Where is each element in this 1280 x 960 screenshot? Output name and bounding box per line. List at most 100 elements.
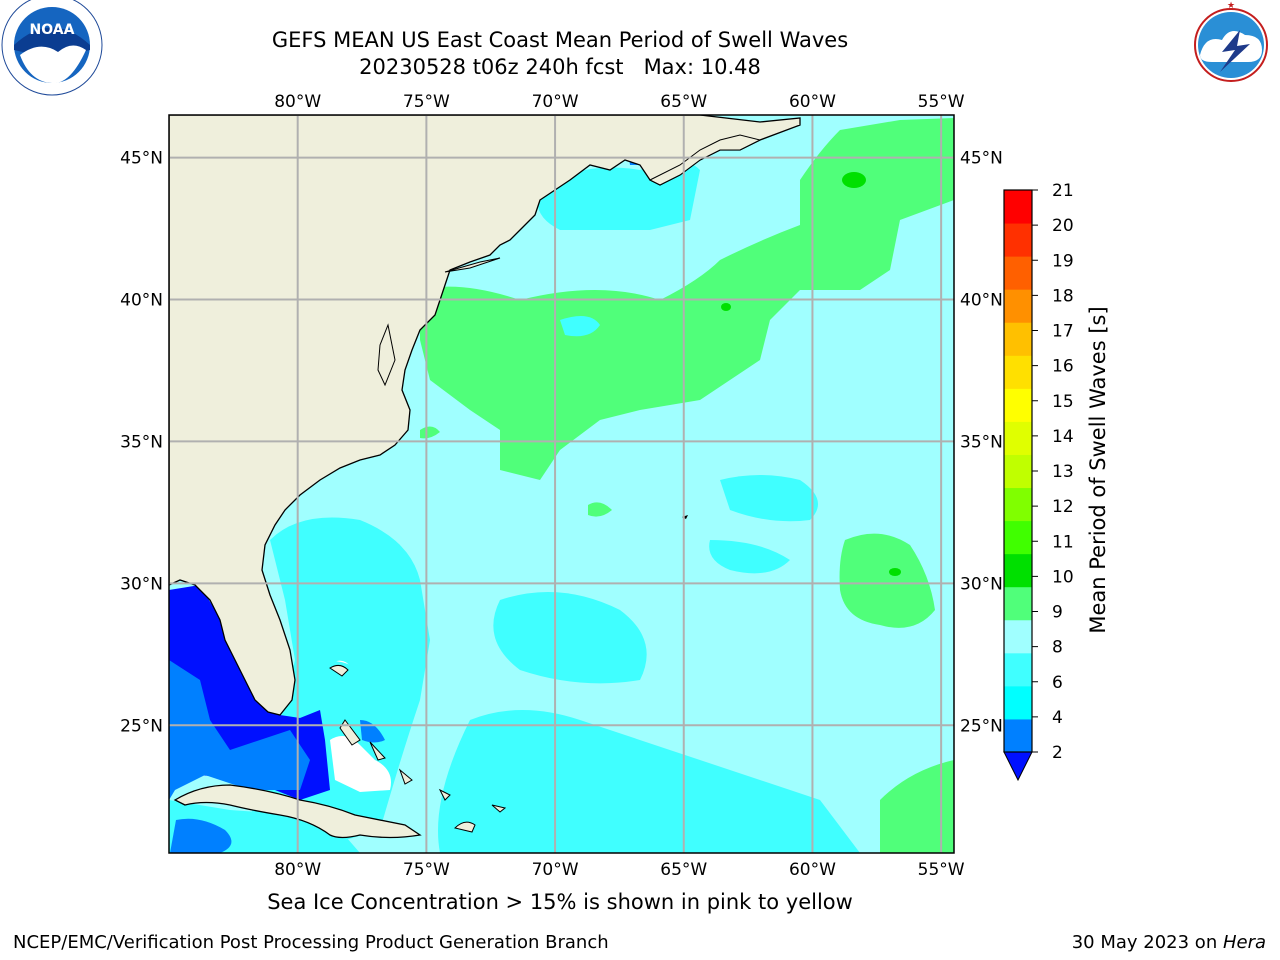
noaa-logo-text: NOAA xyxy=(30,22,75,38)
colorbar-tick-label: 14 xyxy=(1052,427,1074,447)
lon-label-bottom: 75°W xyxy=(403,860,450,880)
bahamas-island xyxy=(369,741,386,761)
colorbar: 2 4 6 8 9 10 11 12 13 14 15 16 17 18 19 20 21 xyxy=(1003,181,1074,782)
lat-label-left: 30°N xyxy=(120,574,163,594)
turks-island xyxy=(491,804,507,813)
colorbar-swatch xyxy=(1004,421,1032,455)
swell-patch-4s xyxy=(170,818,232,853)
colorbar-extend-triangle xyxy=(1003,751,1033,782)
lon-label-bottom: 55°W xyxy=(918,860,965,880)
map-plot-area xyxy=(169,115,954,853)
colorbar-tick-label: 12 xyxy=(1052,497,1074,517)
swell-patch-8s xyxy=(709,540,790,574)
colorbar-swatch xyxy=(1004,487,1032,522)
nova-scotia-land xyxy=(648,134,762,186)
footer-host: Hera xyxy=(1222,932,1266,953)
swell-patch-8s xyxy=(720,475,818,522)
colorbar-swatch xyxy=(1004,520,1032,555)
colorbar-tick-label: 9 xyxy=(1052,603,1063,623)
lat-label-right: 25°N xyxy=(960,716,1003,736)
map-grid xyxy=(169,115,954,853)
swell-patch-10s xyxy=(842,172,866,188)
swell-patch-9s xyxy=(588,502,612,517)
colorbar-swatch xyxy=(1004,355,1032,389)
swell-patch-10s xyxy=(721,303,731,311)
footer-credit: NCEP/EMC/Verification Post Processing Pr… xyxy=(13,932,609,953)
lon-label-top: 65°W xyxy=(660,92,707,112)
colorbar-tick-label: 16 xyxy=(1052,357,1074,377)
lon-label-bottom: 60°W xyxy=(789,860,836,880)
footer-date: 30 May 2023 on Hera xyxy=(1072,932,1266,953)
chesapeake-bay xyxy=(377,323,396,387)
lat-label-left: 45°N xyxy=(120,149,163,169)
nws-logo: ★ xyxy=(1181,0,1280,95)
swell-patch-4s xyxy=(318,661,370,700)
long-island-land xyxy=(444,257,501,273)
colorbar-swatch xyxy=(1004,718,1032,753)
lon-label-top: 75°W xyxy=(403,92,450,112)
colorbar-tick-label: 13 xyxy=(1052,462,1074,482)
colorbar-swatch xyxy=(1004,685,1032,720)
map-frame xyxy=(168,114,955,854)
swell-patch-9s xyxy=(839,533,935,628)
hispaniola-land xyxy=(454,821,476,833)
colorbar-swatch xyxy=(1004,388,1032,422)
swell-patch-4s xyxy=(169,660,310,800)
colorbar-tick-label: 11 xyxy=(1052,532,1074,552)
swell-patch-9s xyxy=(880,760,954,853)
lon-label-bottom: 65°W xyxy=(660,860,707,880)
colorbar-tick-label: 2 xyxy=(1052,743,1063,763)
lon-label-bottom: 80°W xyxy=(274,860,321,880)
map-axis-labels: 80°W 80°W 75°W 75°W 70°W 70°W 65°W 65°W 60°W 60°W… xyxy=(120,92,1003,880)
swell-patch-8s xyxy=(560,316,600,337)
colorbar-tick-label: 21 xyxy=(1052,181,1074,201)
lat-label-right: 45°N xyxy=(960,149,1003,169)
colorbar-tick-label: 19 xyxy=(1052,251,1074,271)
colorbar-tick-label: 20 xyxy=(1052,216,1074,236)
footer-date-text: 30 May 2023 on xyxy=(1071,932,1223,953)
colorbar-tick-label: 6 xyxy=(1052,673,1063,693)
swell-patch-8s xyxy=(438,710,860,853)
noaa-logo: NOAA xyxy=(1,0,103,96)
lat-label-left: 25°N xyxy=(120,716,163,736)
lat-label-right: 35°N xyxy=(960,432,1003,452)
bahamas-island xyxy=(329,664,349,677)
swell-patch-9s xyxy=(420,426,440,439)
colorbar-tick-label: 18 xyxy=(1052,286,1074,306)
colorbar-tick-label: 10 xyxy=(1052,567,1074,587)
colorbar-swatch xyxy=(1004,454,1032,489)
colorbar-swatch xyxy=(1004,586,1032,621)
colorbar-swatch xyxy=(1004,322,1032,356)
colorbar-swatch xyxy=(1004,289,1032,323)
svg-text:★: ★ xyxy=(1227,1,1235,11)
colorbar-tick-label: 17 xyxy=(1052,322,1074,342)
lon-label-top: 60°W xyxy=(789,92,836,112)
sea-ice-note: Sea Ice Concentration > 15% is shown in … xyxy=(267,890,853,914)
lon-label-top: 55°W xyxy=(918,92,965,112)
lon-label-bottom: 70°W xyxy=(532,860,579,880)
colorbar-title: Mean Period of Swell Waves [s] xyxy=(1086,306,1110,634)
swell-patch-8s xyxy=(493,592,647,684)
lat-label-right: 40°N xyxy=(960,291,1003,311)
colorbar-tick-label: 4 xyxy=(1052,708,1063,728)
colorbar-swatch xyxy=(1004,652,1032,687)
colorbar-swatch xyxy=(1004,256,1032,290)
colorbar-tick-label: 8 xyxy=(1052,638,1063,658)
colorbar-swatch xyxy=(1004,190,1032,224)
colorbar-swatch xyxy=(1004,553,1032,588)
colorbar-tick-label: 15 xyxy=(1052,392,1074,412)
lat-label-left: 40°N xyxy=(120,291,163,311)
lon-label-top: 70°W xyxy=(532,92,579,112)
bahamas-island xyxy=(398,768,413,785)
bahamas-island xyxy=(438,788,451,801)
bahamas-bank xyxy=(330,736,391,792)
lat-label-right: 30°N xyxy=(960,574,1003,594)
colorbar-swatch xyxy=(1004,619,1032,654)
lat-label-left: 35°N xyxy=(120,432,163,452)
colorbar-swatch xyxy=(1004,223,1032,257)
map-title-line1: GEFS MEAN US East Coast Mean Period of S… xyxy=(271,28,849,52)
swell-patch-8s xyxy=(350,529,400,557)
bermuda-island xyxy=(682,515,688,519)
swell-patch-10s xyxy=(889,568,901,576)
